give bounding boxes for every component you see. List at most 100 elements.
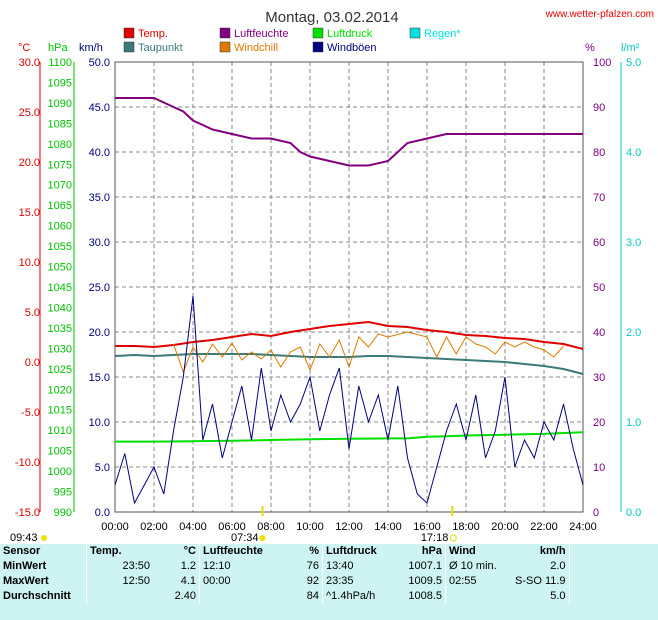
pct-tick-label: 60 (593, 237, 605, 249)
stats-pressure-value: 1007.1 (408, 560, 442, 572)
x-tick-label: 02:00 (140, 521, 168, 533)
site-link[interactable]: www.wetter-pfalzen.com (545, 9, 654, 20)
x-tick-label: 16:00 (413, 521, 441, 533)
moonrise-icon (41, 535, 47, 541)
legend-label: Regen* (424, 28, 461, 40)
legend-label: Luftdruck (327, 28, 373, 40)
stats-row: MinWert 23:50 1.2 12:10 76 13:40 1007.1 … (0, 559, 658, 574)
pct-tick-label: 10 (593, 462, 605, 474)
hpa-tick-label: 1080 (48, 139, 72, 151)
stats-wind-time: 02:55 (445, 574, 512, 589)
celsius-tick-label: -5.0 (21, 407, 40, 419)
series-line (114, 295, 584, 505)
x-tick-label: 20:00 (491, 521, 519, 533)
rain-tick-label: 3.0 (626, 237, 641, 249)
stats-pressure-value: 1008.5 (408, 590, 442, 602)
rain-tick-label: 1.0 (626, 417, 641, 429)
celsius-tick-label: 25.0 (19, 107, 40, 119)
legend-swatch (409, 27, 421, 39)
kmh-tick-label: 0.0 (95, 507, 110, 519)
kmh-tick-label: 15.0 (89, 372, 110, 384)
weather-chart: Montag, 03.02.2014 www.wetter-pfalzen.co… (10, 9, 654, 544)
hpa-tick-label: 1025 (48, 364, 72, 376)
hpa-tick-label: 1035 (48, 323, 72, 335)
hpa-tick-label: 1030 (48, 343, 72, 355)
celsius-tick-label: -10.0 (15, 457, 40, 469)
legend-swatch (123, 27, 135, 39)
x-tick-label: 00:00 (101, 521, 129, 533)
series-line (115, 320, 584, 350)
hpa-tick-label: 1065 (48, 200, 72, 212)
sunset-icon (449, 534, 457, 542)
series-line (114, 353, 584, 375)
hpa-tick-label: 1000 (48, 466, 72, 478)
stats-humidity-value: 76 (306, 560, 319, 572)
stats-row: Durchschnitt 2.40 84 ^1.4hPa/h 1008.5 5.… (0, 589, 658, 604)
series-line (173, 331, 564, 374)
stats-wind-time (445, 589, 512, 604)
celsius-tick-label: 5.0 (25, 307, 40, 319)
rain-tick-label: 4.0 (626, 147, 641, 159)
sun-markers: 09:43 07:34 17:18 (10, 506, 457, 544)
legend-swatch (312, 27, 324, 39)
celsius-tick-label: 20.0 (19, 157, 40, 169)
hpa-tick-label: 1060 (48, 221, 72, 233)
hpa-tick-label: 1050 (48, 262, 72, 274)
rain-tick-label: 0.0 (626, 507, 641, 519)
moonrise-time: 09:43 (10, 532, 38, 544)
kmh-tick-label: 30.0 (89, 237, 110, 249)
chart-title: Montag, 03.02.2014 (265, 9, 398, 26)
hpa-tick-label: 1095 (48, 77, 72, 89)
x-tick-label: 22:00 (530, 521, 558, 533)
stats-header-humidity: Luftfeuchte (199, 544, 286, 559)
stats-header-pressure: Luftdruck (322, 544, 399, 559)
pct-tick-label: 90 (593, 102, 605, 114)
kmh-tick-label: 40.0 (89, 147, 110, 159)
stats-humidity-value: 84 (306, 590, 319, 602)
x-tick-label: 06:00 (218, 521, 246, 533)
legend-swatch (312, 41, 324, 53)
legend-swatch (219, 27, 231, 39)
stats-temp-value: 2.40 (174, 590, 196, 602)
statistics-table: Sensor Temp. °C Luftfeuchte % Luftdruck … (0, 544, 658, 620)
x-tick-label: 12:00 (335, 521, 363, 533)
rain-unit: l/m² (621, 42, 640, 54)
stats-humidity-time: 00:00 (199, 574, 286, 589)
hpa-tick-label: 990 (54, 507, 72, 519)
legend-label: Taupunkt (138, 42, 183, 54)
hpa-tick-label: 1020 (48, 384, 72, 396)
x-tick-label: 18:00 (452, 521, 480, 533)
kmh-tick-label: 50.0 (89, 57, 110, 69)
x-tick-label: 10:00 (296, 521, 324, 533)
kmh-tick-label: 10.0 (89, 417, 110, 429)
sunrise-icon (259, 535, 266, 541)
grid (114, 61, 584, 513)
stats-row-label: MaxWert (3, 575, 49, 587)
hpa-tick-label: 1085 (48, 118, 72, 130)
stats-humidity-value: 92 (306, 575, 319, 587)
x-tick-label: 14:00 (374, 521, 402, 533)
kmh-tick-label: 5.0 (95, 462, 110, 474)
stats-temp-time: 12:50 (86, 574, 153, 589)
sunset-time: 17:18 (421, 532, 449, 544)
celsius-tick-label: -15.0 (15, 507, 40, 519)
legend-swatch (219, 41, 231, 53)
stats-humidity-time (199, 589, 286, 604)
hpa-unit: hPa (48, 42, 68, 54)
stats-header-sensor: Sensor (3, 545, 41, 557)
stats-wind-value: 2.0 (550, 560, 566, 572)
celsius-tick-label: 0.0 (25, 357, 40, 369)
stats-temp-value: 4.1 (180, 575, 196, 587)
x-tick-label: 04:00 (179, 521, 207, 533)
rain-tick-label: 5.0 (626, 57, 641, 69)
hpa-tick-label: 1005 (48, 446, 72, 458)
hpa-tick-label: 1010 (48, 425, 72, 437)
stats-pressure-time: 13:40 (322, 559, 399, 574)
hpa-tick-label: 1100 (48, 57, 72, 69)
stats-header-pressure-unit: hPa (421, 545, 442, 557)
stats-pressure-time: 23:35 (322, 574, 399, 589)
pct-tick-label: 30 (593, 372, 605, 384)
hpa-tick-label: 995 (54, 487, 72, 499)
stats-header-humidity-unit: % (309, 545, 319, 557)
legend-label: Temp. (138, 28, 168, 40)
